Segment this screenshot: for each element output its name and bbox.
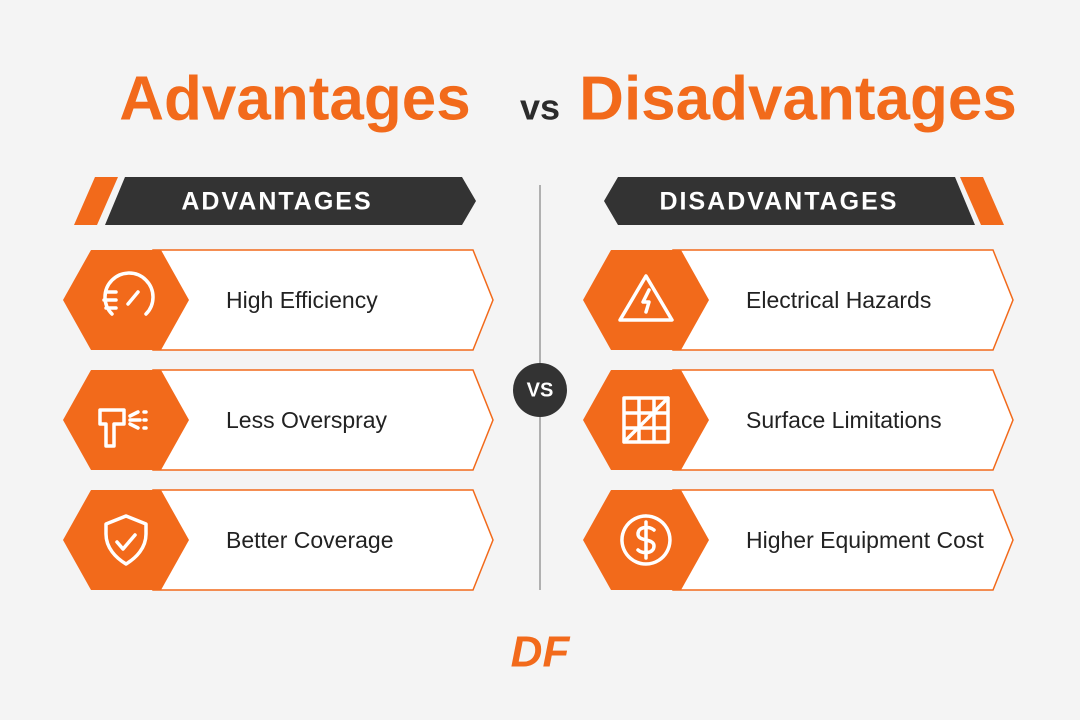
header-banner bbox=[604, 177, 975, 225]
icon bbox=[104, 514, 148, 566]
title-right: Disadvantages bbox=[579, 64, 1017, 133]
icon bbox=[620, 514, 672, 566]
vs-text: VS bbox=[527, 379, 554, 401]
icon bbox=[618, 274, 674, 322]
item-label: Electrical Hazards bbox=[746, 287, 931, 313]
item-label: Higher Equipment Cost bbox=[746, 527, 984, 553]
item-label: High Efficiency bbox=[226, 287, 378, 313]
icon-hexagon bbox=[583, 250, 709, 350]
icon-hexagon bbox=[63, 250, 189, 350]
header-text: DISADVANTAGES bbox=[660, 188, 899, 216]
header-accent bbox=[74, 177, 118, 225]
header-banner bbox=[105, 177, 476, 225]
item-label: Surface Limitations bbox=[746, 407, 942, 433]
vs-badge bbox=[513, 363, 567, 417]
icon-hexagon bbox=[63, 490, 189, 590]
icon bbox=[98, 408, 148, 448]
item-label: Less Overspray bbox=[226, 407, 388, 433]
icon bbox=[622, 396, 670, 444]
title-middle: vs bbox=[520, 87, 560, 128]
title-left: Advantages bbox=[119, 64, 470, 133]
icon-hexagon bbox=[63, 370, 189, 470]
icon bbox=[102, 271, 155, 316]
header-accent bbox=[960, 177, 1004, 225]
header-text: ADVANTAGES bbox=[181, 188, 372, 216]
item-label: Better Coverage bbox=[226, 527, 393, 553]
logo: DF bbox=[511, 628, 571, 677]
